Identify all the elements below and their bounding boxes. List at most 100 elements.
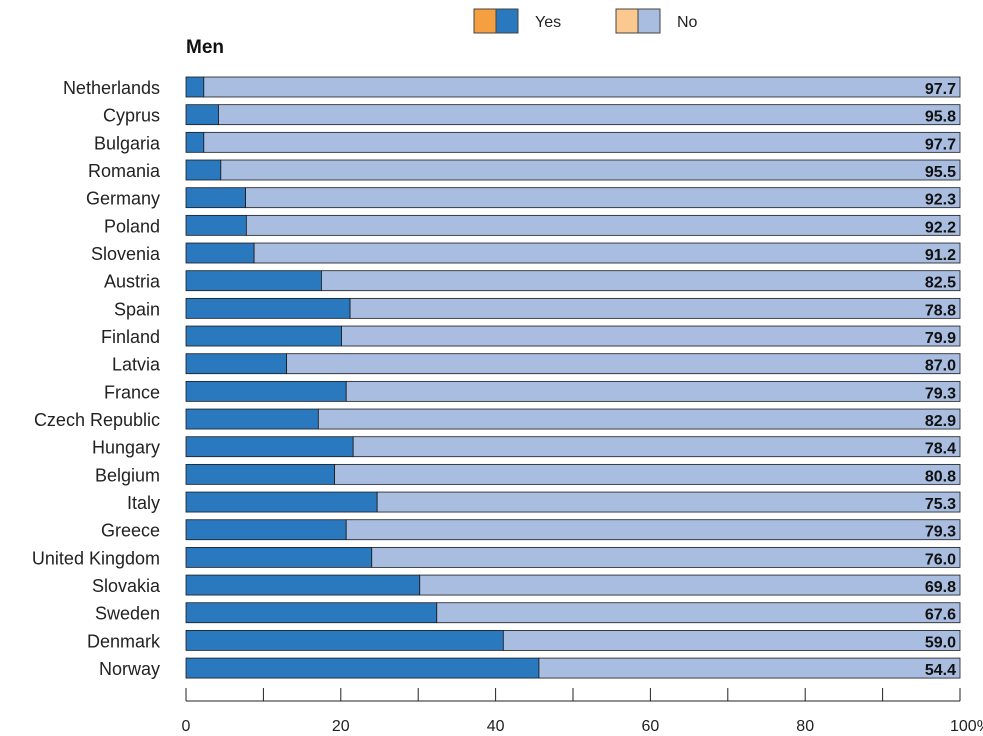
category-label: Netherlands (63, 78, 160, 98)
bar-row: Netherlands 97.7 (63, 76, 961, 98)
value-label: 78.8 (925, 302, 956, 319)
bar-row: Hungary 78.4 (92, 436, 961, 458)
bar-row: Italy 75.3 (127, 491, 961, 513)
bars-group: Netherlands 97.7 Cyprus 95.8 Bulgaria 97.7 Rom… (32, 76, 961, 679)
category-label: Italy (127, 493, 160, 513)
category-label: Poland (104, 216, 160, 236)
bar-no (334, 463, 961, 485)
bar-yes (185, 380, 347, 402)
x-axis: 0 20 40 60 80 100% (182, 688, 983, 735)
bar-row: Slovakia 69.8 (92, 574, 961, 596)
bar-row: Norway 54.4 (99, 657, 961, 679)
value-label: 69.8 (925, 579, 956, 596)
category-label: France (104, 382, 160, 402)
bar-no (321, 270, 961, 292)
bar-row: Spain 78.8 (114, 297, 961, 319)
bar-no (245, 187, 961, 209)
legend: Yes No (473, 8, 698, 34)
bar-yes (185, 574, 421, 596)
bar-yes (185, 131, 205, 153)
category-label: Belgium (95, 465, 160, 485)
bar-no (317, 408, 961, 430)
category-label: Bulgaria (94, 133, 161, 153)
category-label: Sweden (95, 604, 160, 624)
bar-yes (185, 270, 322, 292)
bar-row: Greece 79.3 (101, 519, 961, 541)
category-label: Austria (104, 272, 161, 292)
bar-yes (185, 353, 288, 375)
bar-yes (185, 630, 504, 651)
bar-row: Denmark 59.0 (87, 630, 961, 651)
bar-yes (185, 491, 378, 513)
value-label: 82.9 (925, 413, 956, 430)
legend-item-yes: Yes (473, 8, 561, 34)
bar-row: Latvia 87.0 (112, 353, 961, 375)
value-label: 95.8 (925, 109, 956, 126)
value-label: 92.3 (925, 192, 956, 209)
category-label: Slovakia (92, 576, 161, 596)
category-label: United Kingdom (32, 548, 160, 568)
x-tick-label: 20 (332, 718, 350, 735)
bar-row: Romania 95.5 (88, 159, 961, 181)
x-tick-label: 100% (950, 718, 983, 735)
value-label: 95.5 (925, 164, 956, 181)
legend-label-no: No (677, 14, 698, 31)
category-label: Germany (86, 189, 160, 209)
value-label: 82.5 (925, 275, 956, 292)
category-label: Denmark (87, 631, 161, 651)
category-label: Cyprus (103, 106, 160, 126)
value-label: 79.9 (925, 330, 956, 347)
bar-yes (185, 159, 222, 181)
bar-yes (185, 325, 342, 347)
value-label: 91.2 (925, 247, 956, 264)
bar-no (502, 630, 961, 651)
bar-no (349, 297, 961, 319)
chart-title: Men (186, 37, 224, 58)
category-label: Finland (101, 327, 160, 347)
bar-yes (185, 242, 255, 264)
bar-yes (185, 463, 336, 485)
legend-swatch-yes-blue (495, 8, 519, 34)
category-label: Norway (99, 659, 160, 679)
value-label: 67.6 (925, 607, 956, 624)
bar-yes (185, 76, 205, 98)
bar-row: France 79.3 (104, 380, 961, 402)
bar-row: Germany 92.3 (86, 187, 961, 209)
x-tick-label: 80 (796, 718, 814, 735)
category-label: Greece (101, 521, 160, 541)
value-label: 92.2 (925, 219, 956, 236)
bar-no (245, 214, 961, 236)
bar-no (345, 380, 961, 402)
bar-yes (185, 602, 438, 624)
bar-row: Cyprus 95.8 (103, 104, 961, 126)
bar-no (220, 159, 961, 181)
bar-row: Austria 82.5 (104, 270, 961, 292)
bar-row: Czech Republic 82.9 (34, 408, 961, 430)
bar-row: Poland 92.2 (104, 214, 961, 236)
bar-no (341, 325, 961, 347)
value-label: 76.0 (925, 551, 956, 568)
bar-no (371, 546, 961, 568)
bar-row: Finland 79.9 (101, 325, 961, 347)
value-label: 54.4 (925, 662, 956, 679)
bar-yes (185, 187, 246, 209)
category-label: Slovenia (91, 244, 161, 264)
bar-yes (185, 519, 347, 541)
bar-no (203, 76, 961, 98)
value-label: 75.3 (925, 496, 956, 513)
bar-no (376, 491, 961, 513)
value-label: 80.8 (925, 468, 956, 485)
bar-no (253, 242, 961, 264)
legend-swatch-no-blue (637, 8, 661, 34)
category-label: Latvia (112, 355, 161, 375)
bar-yes (185, 297, 351, 319)
value-label: 87.0 (925, 358, 956, 375)
category-label: Spain (114, 299, 160, 319)
bar-no (352, 436, 961, 458)
value-label: 97.7 (925, 81, 956, 98)
x-tick-label: 0 (182, 718, 191, 735)
bar-yes (185, 546, 373, 568)
bar-yes (185, 657, 540, 679)
bar-no (436, 602, 961, 624)
value-label: 79.3 (925, 385, 956, 402)
